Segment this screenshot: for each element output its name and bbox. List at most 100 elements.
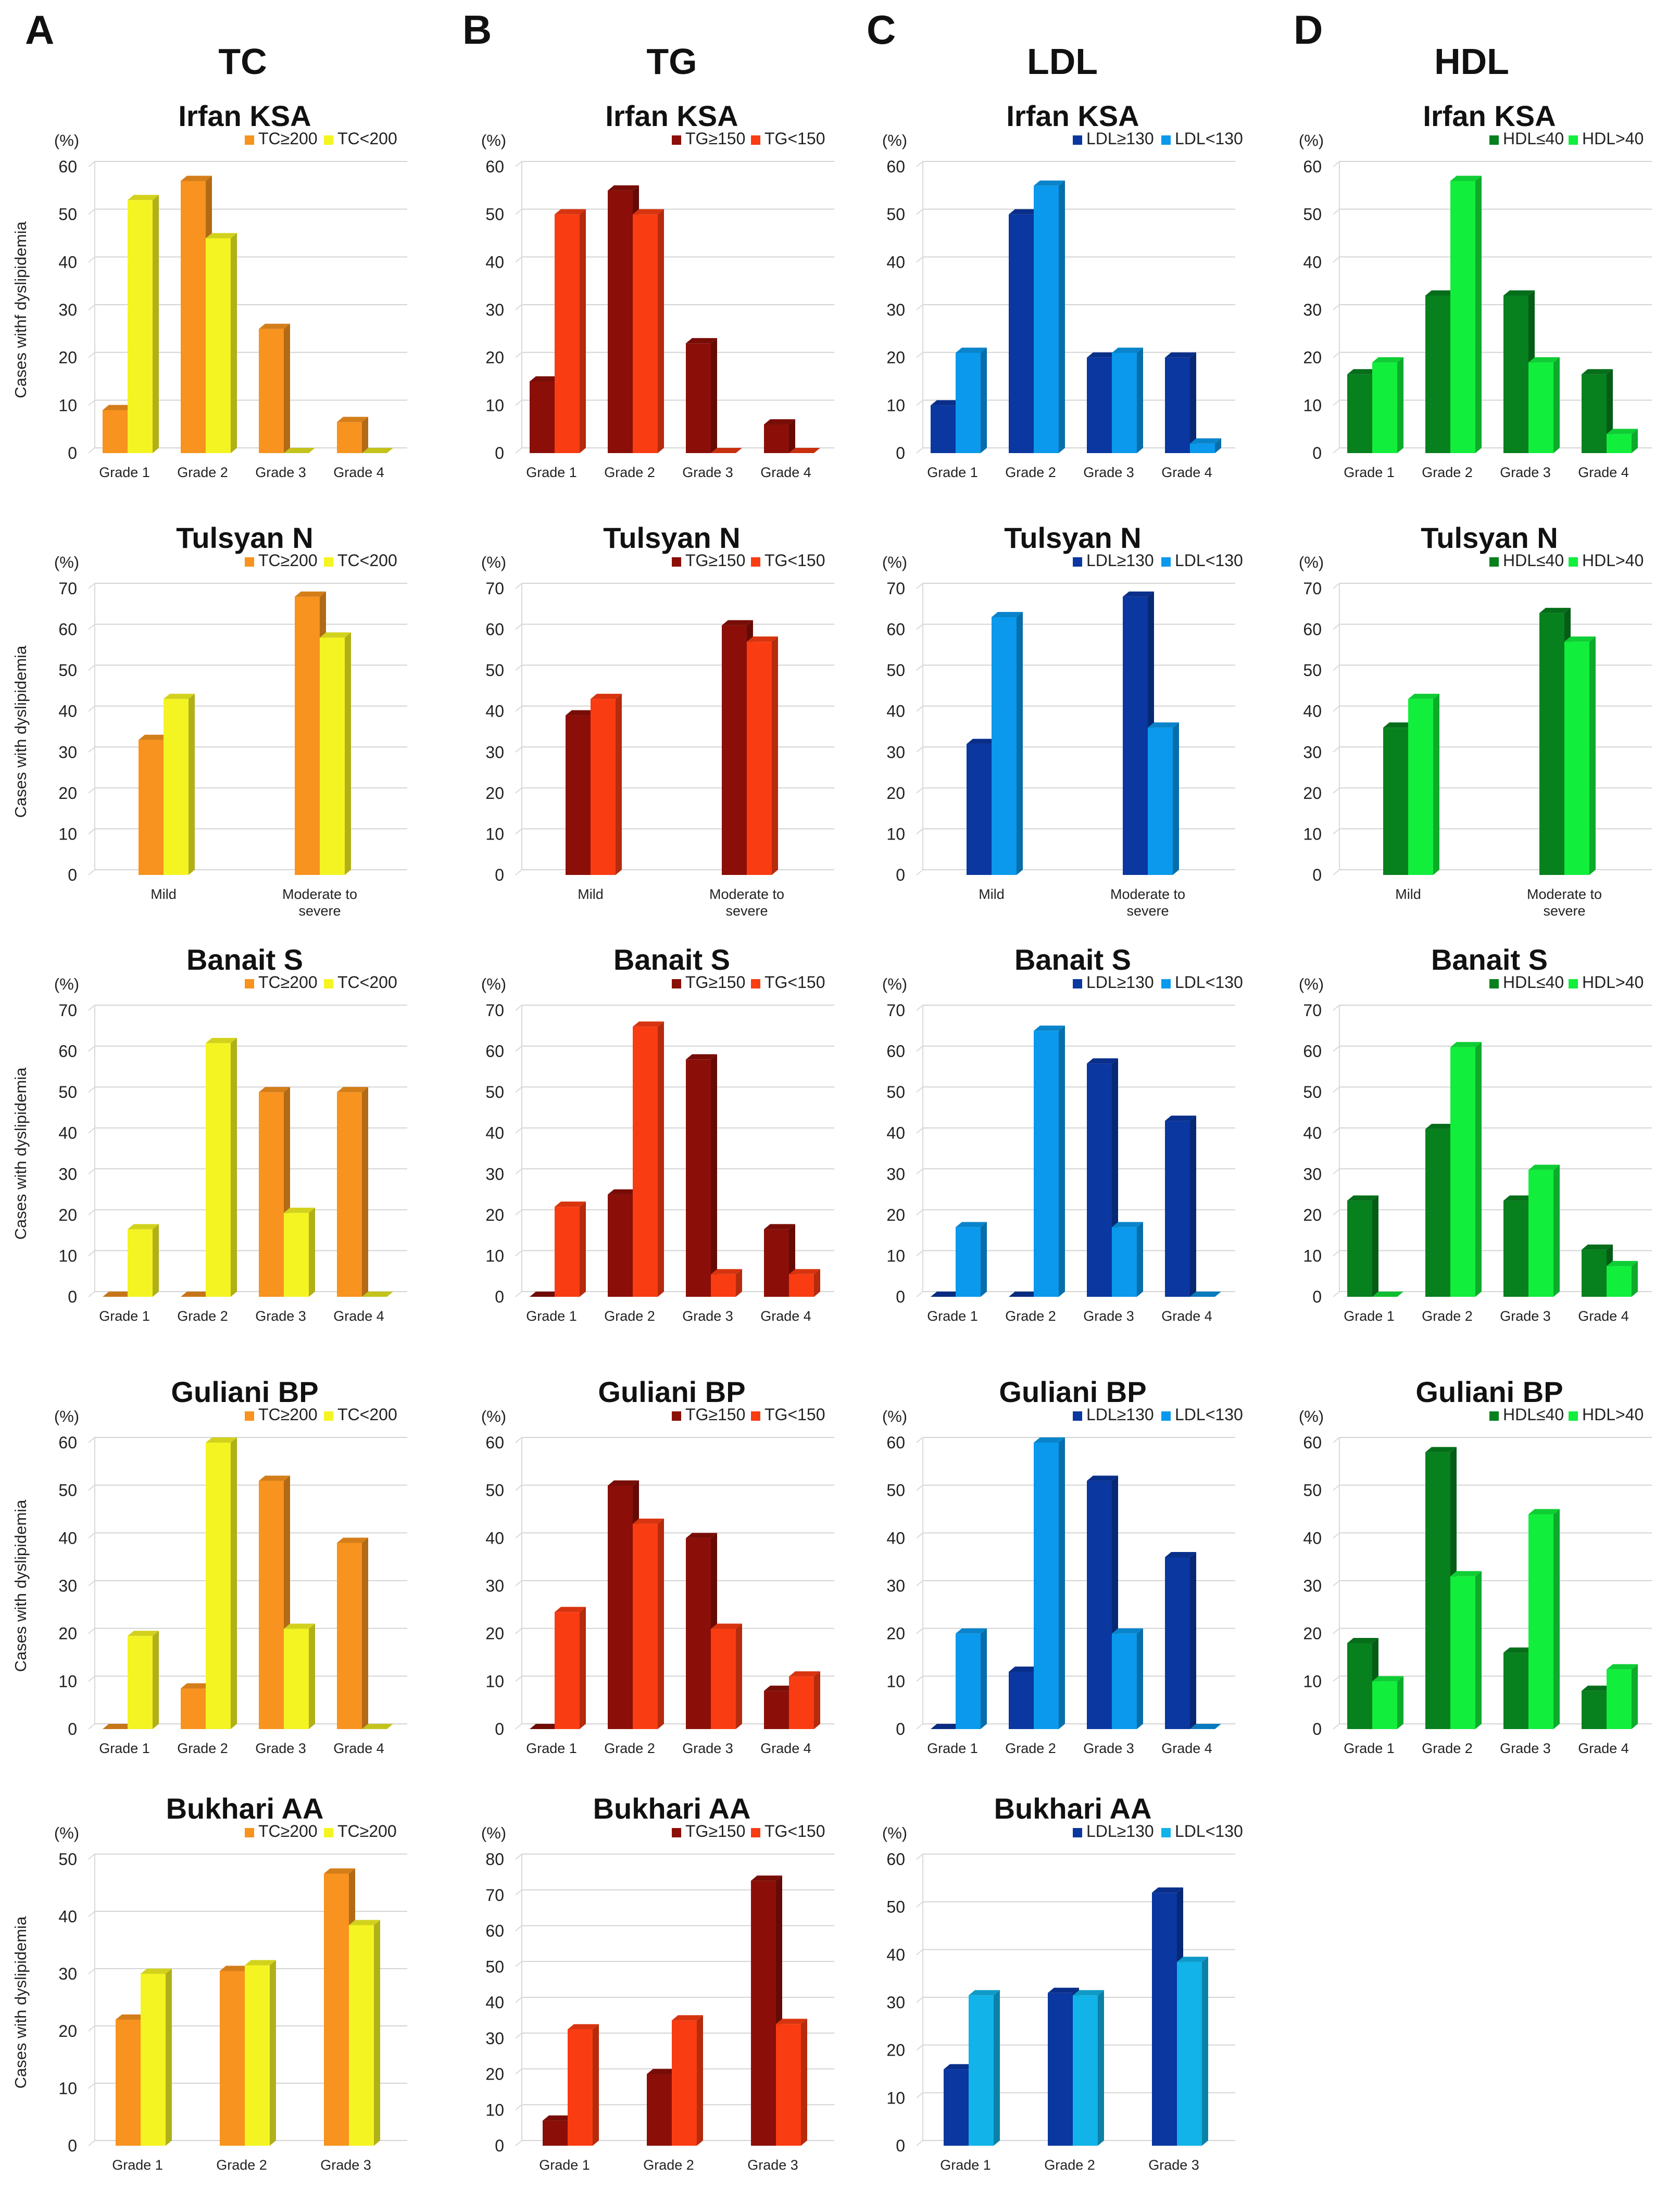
bar-side	[1632, 1664, 1638, 1729]
bar-front	[568, 2029, 593, 2146]
gridline-side	[515, 1484, 522, 1491]
bar-top	[1528, 357, 1560, 362]
y-tick-label: 50	[1303, 1481, 1322, 1500]
bar-top	[1177, 1957, 1208, 1962]
bar-top	[633, 1021, 664, 1027]
legend-swatch	[672, 1828, 681, 1837]
legend-label: TC≥200	[258, 973, 318, 992]
bar-top	[555, 1607, 586, 1612]
bar-top	[1009, 1667, 1040, 1672]
bar-top	[967, 738, 998, 744]
gridline-side	[916, 399, 923, 406]
y-tick-label: 60	[1303, 620, 1322, 639]
chart-title: Bukhari AA	[166, 1792, 324, 1825]
bar-top	[1190, 438, 1221, 444]
gridline-side	[1333, 1291, 1340, 1297]
y-tick-label: 10	[485, 1246, 504, 1265]
bar-zero	[1190, 1292, 1221, 1297]
gridline-side	[515, 2068, 522, 2075]
y-unit-label: (%)	[882, 975, 907, 993]
bar-top	[722, 620, 753, 625]
legend-swatch	[245, 557, 254, 567]
chart-0-3: Irfan KSA (%) 0 10 20 30 40 50 60 HDL≤40 HDL>40 Gra…	[1299, 99, 1652, 480]
bar-top	[776, 2019, 807, 2024]
bar-LDL<130	[1112, 1222, 1143, 1297]
bar-top	[1607, 1261, 1638, 1267]
bar-TC<200	[362, 1724, 393, 1729]
chart-title: Guliani BP	[999, 1375, 1146, 1408]
bar-front	[530, 381, 555, 453]
y-tick-label: 30	[58, 743, 77, 761]
y-tick-label: 70	[1303, 579, 1322, 598]
bar-top	[1528, 1509, 1560, 1514]
legend-swatch	[324, 557, 333, 567]
y-tick-label: 60	[1303, 1042, 1322, 1061]
y-tick-label: 0	[68, 2136, 77, 2155]
bar-LDL≥130	[931, 1724, 962, 1729]
x-tick-label-line: severe	[1543, 903, 1585, 919]
bar-zero	[362, 1724, 393, 1729]
bar-zero	[284, 448, 315, 453]
x-tick-label: Grade 1	[526, 1741, 577, 1756]
x-tick-label: Mild	[979, 886, 1005, 902]
gridline-side	[1333, 623, 1340, 630]
bar-LDL≥130	[1165, 1116, 1196, 1297]
bar-side	[1190, 1116, 1196, 1297]
bar-front	[591, 699, 616, 875]
legend-label: HDL>40	[1582, 551, 1644, 570]
bar-side	[981, 347, 987, 453]
bar-TG≥150	[530, 1724, 561, 1729]
gridline-side	[88, 2025, 95, 2032]
bar-side	[362, 1087, 368, 1297]
bar-LDL<130	[956, 1628, 987, 1729]
y-tick-label: 40	[886, 702, 905, 721]
y-tick-label: 40	[58, 1907, 77, 1926]
y-unit-label: (%)	[481, 1824, 506, 1842]
y-tick-label: 50	[886, 1898, 905, 1917]
y-tick-label: 60	[485, 157, 504, 176]
gridline-side	[515, 256, 522, 263]
bar-TG<150	[776, 2019, 807, 2146]
y-tick-label: 30	[1303, 301, 1322, 319]
bar-front	[1607, 434, 1632, 453]
bar-TC<200	[206, 233, 237, 453]
y-tick-label: 20	[1303, 1624, 1322, 1643]
y-tick-label: 70	[485, 1886, 504, 1905]
bar-front	[686, 1059, 711, 1297]
legend-label: HDL≤40	[1503, 1405, 1564, 1424]
bar-HDL≤40	[1347, 1195, 1378, 1297]
bar-top	[1564, 636, 1596, 642]
bar-side	[1173, 722, 1179, 875]
legend-swatch	[672, 1411, 681, 1421]
legend-swatch	[1489, 1411, 1499, 1421]
bar-top	[1347, 1638, 1378, 1643]
bar-LDL≥130	[1009, 1292, 1040, 1297]
bar-top	[116, 2014, 147, 2020]
y-tick-label: 40	[886, 1945, 905, 1964]
bar-top	[1582, 369, 1613, 374]
y-tick-label: 0	[896, 1287, 905, 1306]
y-tick-label: 50	[485, 1083, 504, 1102]
y-tick-label: 30	[58, 1576, 77, 1595]
y-tick-label: 30	[58, 301, 77, 319]
legend-swatch	[672, 557, 681, 567]
legend-label: LDL<130	[1175, 1405, 1243, 1424]
gridline-side	[515, 1925, 522, 1932]
bar-TC≥200	[337, 1087, 368, 1297]
y-tick-label: 30	[485, 1165, 504, 1183]
gridline-side	[916, 1723, 923, 1730]
bar-TC<200	[284, 448, 315, 453]
bar-TC<200	[284, 1207, 315, 1297]
bar-top	[1165, 1116, 1196, 1121]
bar-HDL>40	[1372, 1676, 1403, 1729]
bar-top	[956, 347, 987, 353]
y-tick-label: 10	[485, 1672, 504, 1691]
x-tick-label: Grade 2	[604, 465, 655, 480]
y-tick-label: 80	[485, 1850, 504, 1869]
x-tick-label: Grade 3	[1500, 1308, 1551, 1324]
bar-LDL≥130	[1152, 1887, 1183, 2146]
gridline-side	[88, 623, 95, 630]
bar-top	[1582, 1685, 1613, 1691]
legend-swatch	[1569, 135, 1578, 145]
bar-front	[543, 2120, 568, 2146]
